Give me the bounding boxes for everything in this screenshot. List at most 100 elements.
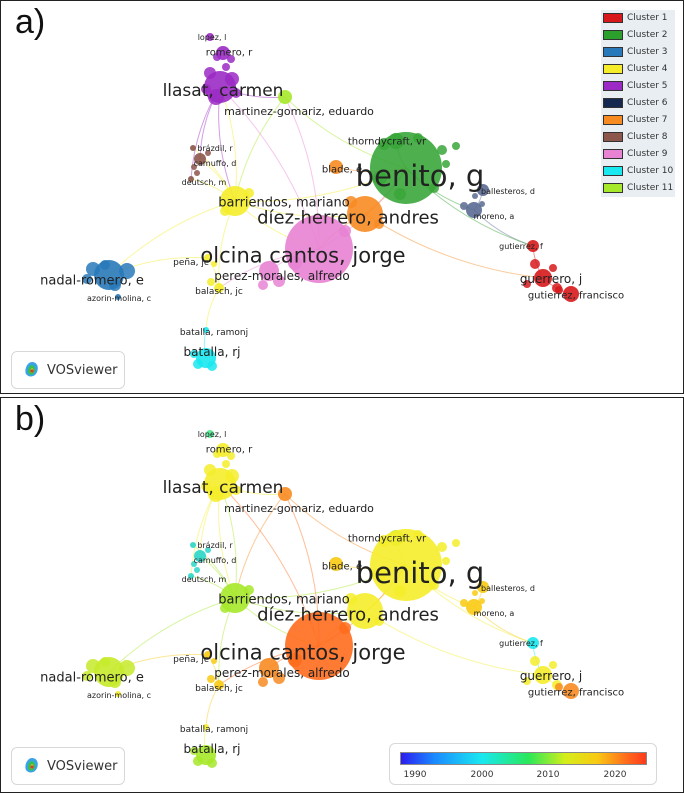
node-labels: lopez, l romero, r llasat, carmen martinez-… — [40, 430, 624, 756]
author-node[interactable] — [216, 443, 230, 457]
author-node[interactable] — [190, 542, 196, 548]
author-node-minor[interactable] — [211, 658, 217, 664]
author-node-minor[interactable] — [194, 567, 200, 573]
author-node-minor[interactable] — [207, 278, 215, 286]
network-graph-a[interactable]: lopez, l romero, r llasat, carmen martinez-… — [1, 1, 684, 394]
author-node-minor[interactable] — [194, 170, 200, 176]
author-node-minor[interactable] — [442, 557, 450, 565]
author-node[interactable] — [203, 724, 209, 730]
author-node[interactable] — [347, 196, 383, 232]
author-node[interactable] — [466, 599, 482, 615]
author-node[interactable] — [115, 294, 121, 300]
author-node-minor[interactable] — [555, 683, 563, 691]
author-node[interactable] — [115, 691, 121, 697]
author-node-minor[interactable] — [222, 63, 230, 71]
author-node[interactable] — [370, 132, 442, 204]
author-node[interactable] — [534, 269, 552, 287]
author-node-minor[interactable] — [530, 259, 540, 269]
author-node[interactable] — [206, 33, 214, 41]
author-node[interactable] — [347, 593, 383, 629]
author-node[interactable] — [196, 745, 216, 765]
author-node-minor[interactable] — [452, 539, 460, 547]
author-node[interactable] — [563, 683, 579, 699]
author-node[interactable] — [285, 612, 353, 680]
author-node[interactable] — [190, 145, 196, 151]
author-node-minor[interactable] — [205, 150, 211, 156]
author-node-minor[interactable] — [190, 747, 198, 755]
author-node[interactable] — [527, 637, 539, 649]
author-node[interactable] — [370, 529, 442, 601]
author-node[interactable] — [94, 657, 124, 687]
author-node-minor[interactable] — [191, 164, 197, 170]
author-node[interactable] — [527, 240, 539, 252]
author-node[interactable] — [204, 254, 212, 262]
author-node[interactable] — [188, 573, 194, 579]
author-node[interactable] — [477, 184, 489, 196]
author-node[interactable] — [194, 550, 206, 562]
author-node[interactable] — [94, 260, 124, 290]
author-node[interactable] — [220, 186, 250, 216]
legend-item: Cluster 3 — [601, 44, 675, 61]
author-node[interactable] — [188, 176, 194, 182]
author-node-minor[interactable] — [442, 160, 450, 168]
author-node[interactable] — [563, 286, 579, 302]
author-node-minor[interactable] — [211, 261, 217, 267]
author-node-minor[interactable] — [549, 661, 557, 669]
author-label: brázdil, r — [197, 541, 233, 550]
author-node[interactable] — [214, 283, 224, 293]
author-label: ballesteros, d — [481, 584, 535, 593]
author-node-minor[interactable] — [222, 460, 230, 468]
author-node[interactable] — [278, 90, 292, 104]
author-node-minor[interactable] — [523, 677, 531, 685]
author-node-minor[interactable] — [82, 671, 92, 681]
author-node-minor[interactable] — [437, 145, 447, 155]
author-node-minor[interactable] — [437, 542, 447, 552]
author-node-minor[interactable] — [460, 202, 468, 210]
author-label: thorndycraft, vr — [348, 137, 427, 148]
author-node[interactable] — [216, 46, 230, 60]
author-node-minor[interactable] — [530, 656, 540, 666]
author-label: batalla, ramonj — [180, 725, 248, 735]
author-node-minor[interactable] — [227, 452, 235, 460]
author-node-minor[interactable] — [205, 547, 211, 553]
author-node-minor[interactable] — [472, 193, 478, 199]
author-node-minor[interactable] — [191, 561, 197, 567]
network-graph-b[interactable]: lopez, l romero, r llasat, carmen martinez-… — [1, 398, 684, 793]
author-label: balasch, jc — [195, 287, 243, 297]
legend-swatch — [603, 13, 623, 24]
author-label: benito, g — [356, 556, 485, 590]
author-node-minor[interactable] — [82, 274, 92, 284]
author-node[interactable] — [477, 581, 489, 593]
author-node[interactable] — [204, 651, 212, 659]
author-node[interactable] — [278, 487, 292, 501]
author-node[interactable] — [204, 468, 236, 500]
author-node-minor[interactable] — [258, 280, 268, 290]
legend-item: Cluster 6 — [601, 95, 675, 112]
author-node-minor[interactable] — [190, 350, 198, 358]
author-node-minor[interactable] — [452, 142, 460, 150]
author-node[interactable] — [285, 215, 353, 283]
author-node-minor[interactable] — [472, 590, 478, 596]
author-node-minor[interactable] — [549, 264, 557, 272]
author-node[interactable] — [214, 680, 224, 690]
author-node-minor[interactable] — [207, 675, 215, 683]
author-node[interactable] — [259, 658, 279, 678]
author-node-minor[interactable] — [555, 286, 563, 294]
author-node[interactable] — [194, 153, 206, 165]
author-node[interactable] — [220, 583, 250, 613]
author-node-minor[interactable] — [227, 55, 235, 63]
colorbar-gradient — [400, 752, 647, 765]
author-node-minor[interactable] — [460, 599, 468, 607]
author-node[interactable] — [329, 160, 343, 174]
author-node[interactable] — [259, 261, 279, 281]
author-node[interactable] — [466, 202, 482, 218]
author-node[interactable] — [204, 71, 236, 103]
author-node[interactable] — [534, 666, 552, 684]
author-node[interactable] — [206, 430, 214, 438]
author-node-minor[interactable] — [523, 280, 531, 288]
author-node[interactable] — [203, 327, 209, 333]
author-node[interactable] — [196, 348, 216, 368]
author-label: lopez, l — [198, 33, 227, 42]
author-node[interactable] — [329, 557, 343, 571]
author-node-minor[interactable] — [258, 677, 268, 687]
